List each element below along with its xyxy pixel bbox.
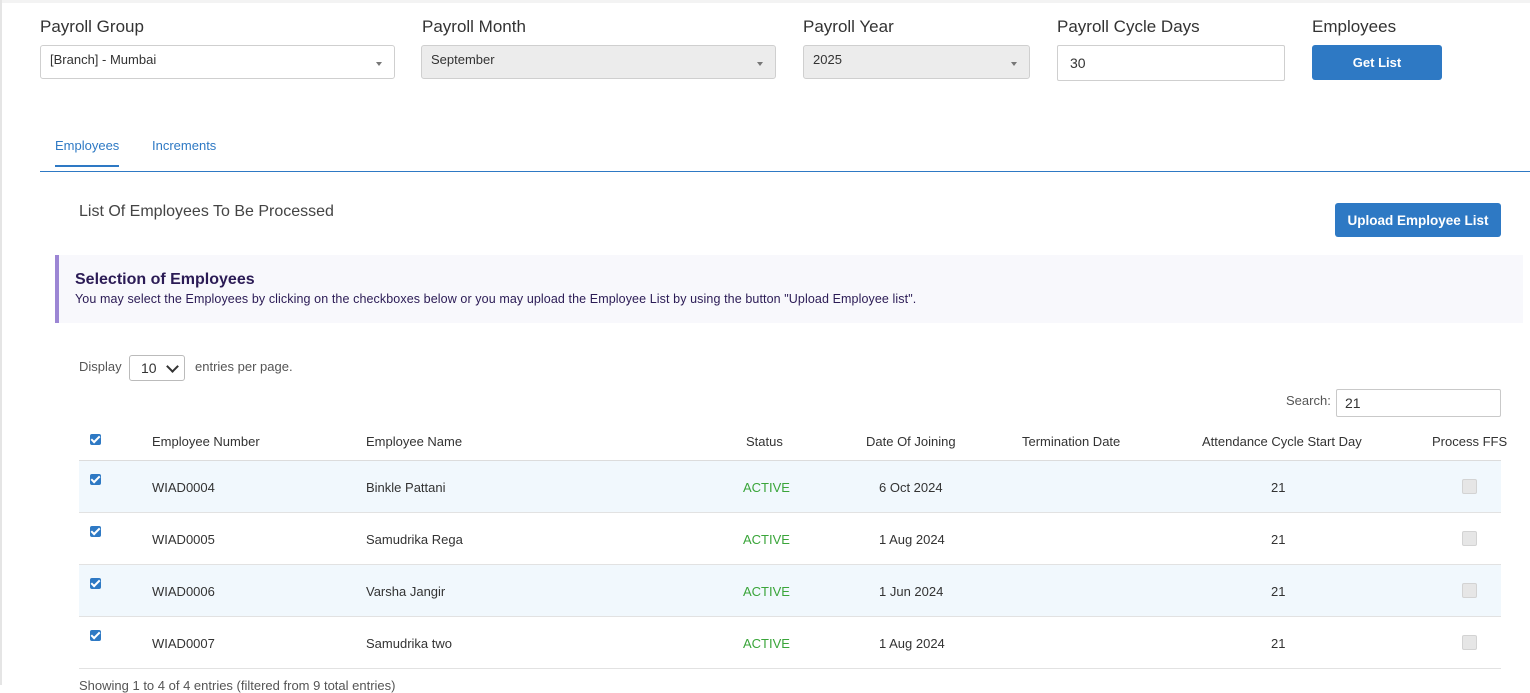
table-header: Employee Number Employee Name Status Dat… xyxy=(79,424,1507,461)
status-badge: ACTIVE xyxy=(743,480,790,495)
payroll-year-value: 2025 xyxy=(813,52,842,67)
column-header[interactable]: Attendance Cycle Start Day xyxy=(1202,434,1362,449)
status-badge: ACTIVE xyxy=(743,636,790,651)
caret-down-icon xyxy=(757,62,763,66)
date-of-joining: 1 Aug 2024 xyxy=(879,636,945,651)
chevron-down-icon xyxy=(166,360,179,373)
tab-employees[interactable]: Employees xyxy=(55,138,120,167)
select-all-checkbox[interactable] xyxy=(90,434,101,445)
tab-increments[interactable]: Increments xyxy=(152,138,217,153)
caret-down-icon xyxy=(1011,62,1017,66)
process-ffs-checkbox[interactable] xyxy=(1462,635,1477,650)
section-title: List Of Employees To Be Processed xyxy=(79,203,334,220)
payroll-month-select[interactable]: September xyxy=(421,45,776,79)
payroll-year-label: Payroll Year xyxy=(803,17,894,36)
employee-number: WIAD0005 xyxy=(152,532,215,547)
date-of-joining: 1 Aug 2024 xyxy=(879,532,945,547)
tab-bar: Employees Increments xyxy=(40,128,1530,172)
upload-employee-list-button[interactable]: Upload Employee List xyxy=(1335,203,1501,237)
payroll-group-select[interactable]: [Branch] - Mumbai xyxy=(40,45,395,79)
page-size-value: 10 xyxy=(141,360,157,376)
employees-label: Employees xyxy=(1312,17,1397,36)
payroll-year-select[interactable]: 2025 xyxy=(803,45,1030,79)
get-list-button[interactable]: Get List xyxy=(1312,45,1442,80)
employee-name: Samudrika Rega xyxy=(366,532,463,547)
row-checkbox[interactable] xyxy=(90,578,101,589)
process-ffs-checkbox[interactable] xyxy=(1462,479,1477,494)
employee-number: WIAD0007 xyxy=(152,636,215,651)
status-badge: ACTIVE xyxy=(743,584,790,599)
column-header[interactable]: Status xyxy=(746,434,783,449)
payroll-group-value: [Branch] - Mumbai xyxy=(50,52,157,67)
employee-name: Varsha Jangir xyxy=(366,584,446,599)
cycle-days-label: Payroll Cycle Days xyxy=(1057,17,1200,36)
row-checkbox[interactable] xyxy=(90,630,101,641)
attendance-start-day: 21 xyxy=(1271,532,1286,547)
callout-text: You may select the Employees by clicking… xyxy=(75,292,917,306)
search-input[interactable] xyxy=(1336,389,1501,417)
page-size-select[interactable]: 10 xyxy=(129,355,185,381)
left-edge xyxy=(0,0,2,685)
payroll-month-value: September xyxy=(431,52,495,67)
column-header[interactable]: Employee Name xyxy=(366,434,463,449)
employees-table: Employee Number Employee Name Status Dat… xyxy=(79,424,1507,669)
display-label: Display xyxy=(79,359,122,374)
table-row: WIAD0007 Samudrika two ACTIVE 1 Aug 2024… xyxy=(79,617,1501,669)
table-row: WIAD0006 Varsha Jangir ACTIVE 1 Jun 2024… xyxy=(79,565,1501,617)
process-ffs-checkbox[interactable] xyxy=(1462,531,1477,546)
status-badge: ACTIVE xyxy=(743,532,790,547)
callout-title: Selection of Employees xyxy=(75,271,255,288)
search-label: Search: xyxy=(1286,393,1331,408)
date-of-joining: 1 Jun 2024 xyxy=(879,584,944,599)
attendance-start-day: 21 xyxy=(1271,480,1286,495)
table-row: WIAD0004 Binkle Pattani ACTIVE 6 Oct 202… xyxy=(79,461,1501,513)
column-header[interactable]: Process FFS xyxy=(1432,434,1508,449)
employee-number: WIAD0004 xyxy=(152,480,215,495)
column-header[interactable]: Date Of Joining xyxy=(866,434,956,449)
row-checkbox[interactable] xyxy=(90,526,101,537)
process-ffs-checkbox[interactable] xyxy=(1462,583,1477,598)
caret-down-icon xyxy=(376,62,382,66)
attendance-start-day: 21 xyxy=(1271,636,1286,651)
date-of-joining: 6 Oct 2024 xyxy=(879,480,943,495)
column-header[interactable]: Termination Date xyxy=(1022,434,1121,449)
employee-name: Binkle Pattani xyxy=(366,480,446,495)
column-header[interactable]: Employee Number xyxy=(152,434,260,449)
attendance-start-day: 21 xyxy=(1271,584,1286,599)
table-footer-info: Showing 1 to 4 of 4 entries (filtered fr… xyxy=(79,678,396,693)
cycle-days-input[interactable] xyxy=(1057,45,1285,81)
payroll-month-label: Payroll Month xyxy=(422,17,526,36)
payroll-group-label: Payroll Group xyxy=(40,17,144,36)
entries-label: entries per page. xyxy=(195,359,293,374)
selection-callout: Selection of Employees You may select th… xyxy=(55,255,1523,323)
employee-number: WIAD0006 xyxy=(152,584,215,599)
table-row: WIAD0005 Samudrika Rega ACTIVE 1 Aug 202… xyxy=(79,513,1501,565)
top-edge xyxy=(0,0,1530,3)
row-checkbox[interactable] xyxy=(90,474,101,485)
employee-name: Samudrika two xyxy=(366,636,452,651)
